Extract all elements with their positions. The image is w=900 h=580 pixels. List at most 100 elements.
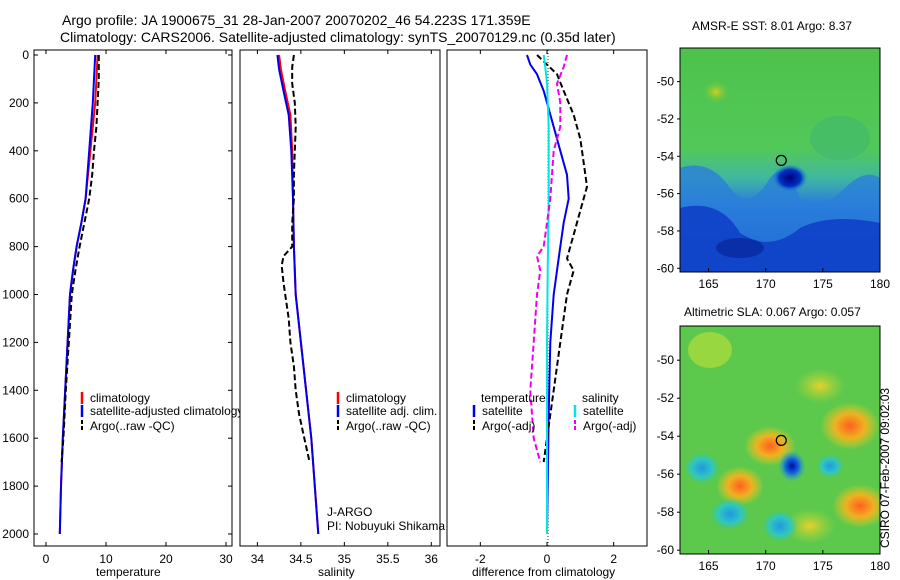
map-frame: [679, 325, 881, 555]
y-tick-label: 1400: [2, 383, 29, 397]
legend-label: satellite adj. clim.: [346, 404, 437, 418]
y-tick-label: -56: [657, 467, 675, 481]
timestamp-stamp: CSIRO 07-Feb-2007 09:02:03: [878, 388, 892, 548]
series-line-argo-raw-qc-: [280, 54, 311, 463]
argo-location-marker: [775, 154, 787, 166]
y-tick-label: 400: [9, 144, 29, 158]
sla-heatmap: [680, 326, 880, 554]
sla-low-anomaly: [762, 510, 798, 542]
series-line-salinity-argo-adj-: [529, 54, 568, 463]
series-line-temperature-satellite: [526, 54, 570, 535]
salinity-panel: 34 34.5 35 35.5 36 salinity climatology sate…: [239, 49, 445, 579]
y-tick-label: 800: [9, 240, 29, 254]
y-tick-label: -54: [657, 429, 675, 443]
temperature-lines: [58, 54, 100, 535]
temperature-axes-frame: [33, 49, 233, 547]
legend-label: Argo(..raw -QC): [346, 419, 431, 433]
x-tick-label: 35.5: [376, 552, 400, 566]
legend-label: satellite: [583, 404, 624, 418]
x-tick-label: 180: [870, 559, 890, 573]
sst-mid-patch: [810, 116, 870, 160]
temperature-xlabel: temperature: [96, 565, 161, 579]
series-line-salinity-satellite: [542, 54, 550, 534]
difference-panel: -2 0 2 difference from climatology tempera…: [446, 49, 648, 579]
x-tick-label: 175: [813, 277, 833, 291]
sla-low-eddy: [778, 450, 806, 482]
difference-x-axis: -2 0 2: [475, 50, 617, 566]
y-tick-label: -50: [657, 353, 675, 367]
legend-label: Argo(-adj): [583, 419, 636, 433]
legend-group-title: temperature: [481, 391, 546, 405]
difference-xlabel: difference from climatology: [472, 565, 615, 579]
temperature-legend: climatology satellite-adjusted climatolo…: [80, 391, 243, 433]
sla-patch: [784, 508, 836, 544]
sla-map-axes: 165 170 175 180 -50 -52 -54 -56 -58 -60: [657, 325, 890, 573]
y-tick-label: 1200: [2, 335, 29, 349]
sst-cold-band: [716, 238, 764, 258]
difference-lines: [526, 54, 588, 535]
x-tick-label: 180: [870, 277, 890, 291]
x-tick-label: 170: [756, 277, 776, 291]
series-line-argo-raw-qc-: [60, 55, 100, 463]
temperature-x-axis: 0 10 20 30: [43, 50, 233, 566]
x-tick-label: 20: [159, 552, 173, 566]
y-tick-label: 1600: [2, 431, 29, 445]
credit-line-1: J-ARGO: [327, 505, 372, 519]
legend-group-title: salinity: [582, 391, 619, 405]
header-line-2: Climatology: CARS2006. Satellite-adjuste…: [60, 29, 616, 45]
x-tick-label: 34: [251, 552, 265, 566]
y-tick-label: -52: [657, 112, 675, 126]
sla-map-panel: Altimetric SLA: 0.067 Argo: 0.057 165 170…: [657, 305, 891, 573]
sla-high-anomaly: [832, 484, 880, 528]
legend-label: satellite-adjusted climatology: [90, 404, 243, 418]
legend-label: climatology: [346, 391, 406, 405]
y-tick-label: -54: [657, 149, 675, 163]
x-tick-label: 0: [43, 552, 50, 566]
y-tick-label: -60: [657, 261, 675, 275]
sst-cold-eddy: [772, 164, 808, 192]
x-tick-label: 0: [544, 552, 551, 566]
sst-map-axes: 165 170 175 180 -50 -52 -54 -56 -58 -60: [657, 47, 890, 291]
x-tick-label: 10: [99, 552, 113, 566]
x-tick-label: 30: [219, 552, 233, 566]
y-tick-label: -56: [657, 187, 675, 201]
y-tick-label: 1000: [2, 288, 29, 302]
salinity-xlabel: salinity: [318, 565, 355, 579]
sla-map-title: Altimetric SLA: 0.067 Argo: 0.057: [684, 305, 861, 319]
y-tick-label: -60: [657, 543, 675, 557]
salinity-axes-frame: [239, 49, 441, 547]
y-tick-label: 2000: [2, 527, 29, 541]
x-tick-label: 35: [338, 552, 352, 566]
sla-patch: [688, 332, 732, 368]
y-tick-label: 0: [22, 48, 29, 62]
x-tick-label: 170: [756, 559, 776, 573]
series-line-temperature-argo-adj-: [536, 54, 588, 463]
x-tick-label: -2: [475, 552, 486, 566]
sla-low-anomaly: [684, 452, 720, 484]
x-tick-label: 2: [610, 552, 617, 566]
x-tick-label: 165: [699, 559, 719, 573]
sla-low-anomaly: [710, 498, 750, 530]
legend-label: satellite: [482, 404, 523, 418]
salinity-lines: [276, 54, 320, 535]
y-tick-label: 600: [9, 192, 29, 206]
map-frame: [679, 47, 881, 273]
sla-high-anomaly: [820, 402, 880, 450]
legend-label: Argo(-adj): [482, 419, 535, 433]
argo-location-marker: [775, 434, 787, 446]
y-tick-label: -50: [657, 75, 675, 89]
x-tick-label: 34.5: [289, 552, 313, 566]
credit-line-2: PI: Nobuyuki Shikama: [327, 519, 445, 533]
x-tick-label: 175: [813, 559, 833, 573]
x-tick-label: 36: [425, 552, 439, 566]
sst-map-title: AMSR-E SST: 8.01 Argo: 8.37: [692, 19, 852, 33]
sla-patch: [794, 368, 846, 404]
y-tick-label: -58: [657, 505, 675, 519]
sst-heatmap: [680, 48, 880, 272]
y-tick-label: 1800: [2, 479, 29, 493]
y-tick-label: 200: [9, 96, 29, 110]
header-line-1: Argo profile: JA 1900675_31 28-Jan-2007 …: [62, 12, 531, 28]
series-line-satellite-adj-clim-: [276, 54, 320, 535]
sst-map-panel: AMSR-E SST: 8.01 Argo: 8.37 165 170 175 180…: [657, 19, 891, 291]
